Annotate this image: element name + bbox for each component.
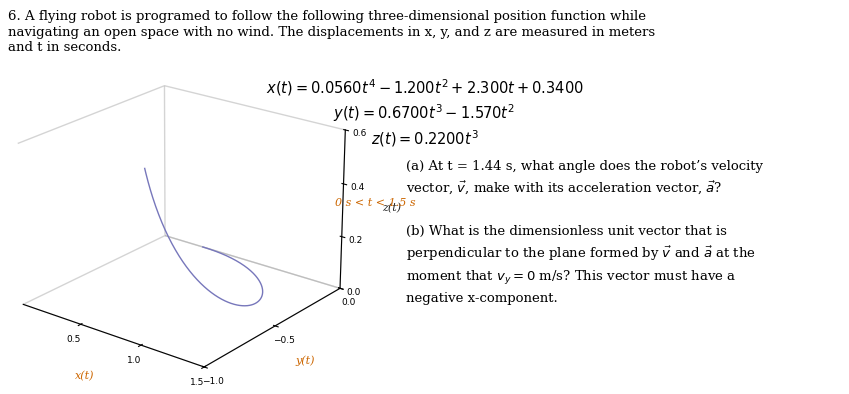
Text: navigating an open space with no wind. The displacements in x, y, and z are meas: navigating an open space with no wind. T… (8, 26, 655, 39)
Text: 6. A flying robot is programed to follow the following three-dimensional positio: 6. A flying robot is programed to follow… (8, 10, 646, 23)
Text: $y(t) = 0.6700t^3 - 1.570t^2$: $y(t) = 0.6700t^3 - 1.570t^2$ (334, 102, 515, 124)
Text: 0 s < t < 1.5 s: 0 s < t < 1.5 s (335, 198, 416, 208)
Text: (a) At t = 1.44 s, what angle does the robot’s velocity
vector, $\vec{v}$, make : (a) At t = 1.44 s, what angle does the r… (406, 160, 762, 196)
Text: and t in seconds.: and t in seconds. (8, 41, 122, 54)
Text: (b) What is the dimensionless unit vector that is
perpendicular to the plane for: (b) What is the dimensionless unit vecto… (406, 225, 756, 305)
Y-axis label: y(t): y(t) (295, 355, 314, 366)
Text: $z(t) = 0.2200t^3$: $z(t) = 0.2200t^3$ (371, 128, 478, 149)
Text: $x(t) = 0.0560t^4 - 1.200t^2 + 2.300t + 0.3400$: $x(t) = 0.0560t^4 - 1.200t^2 + 2.300t + … (266, 77, 583, 98)
X-axis label: x(t): x(t) (75, 371, 94, 381)
